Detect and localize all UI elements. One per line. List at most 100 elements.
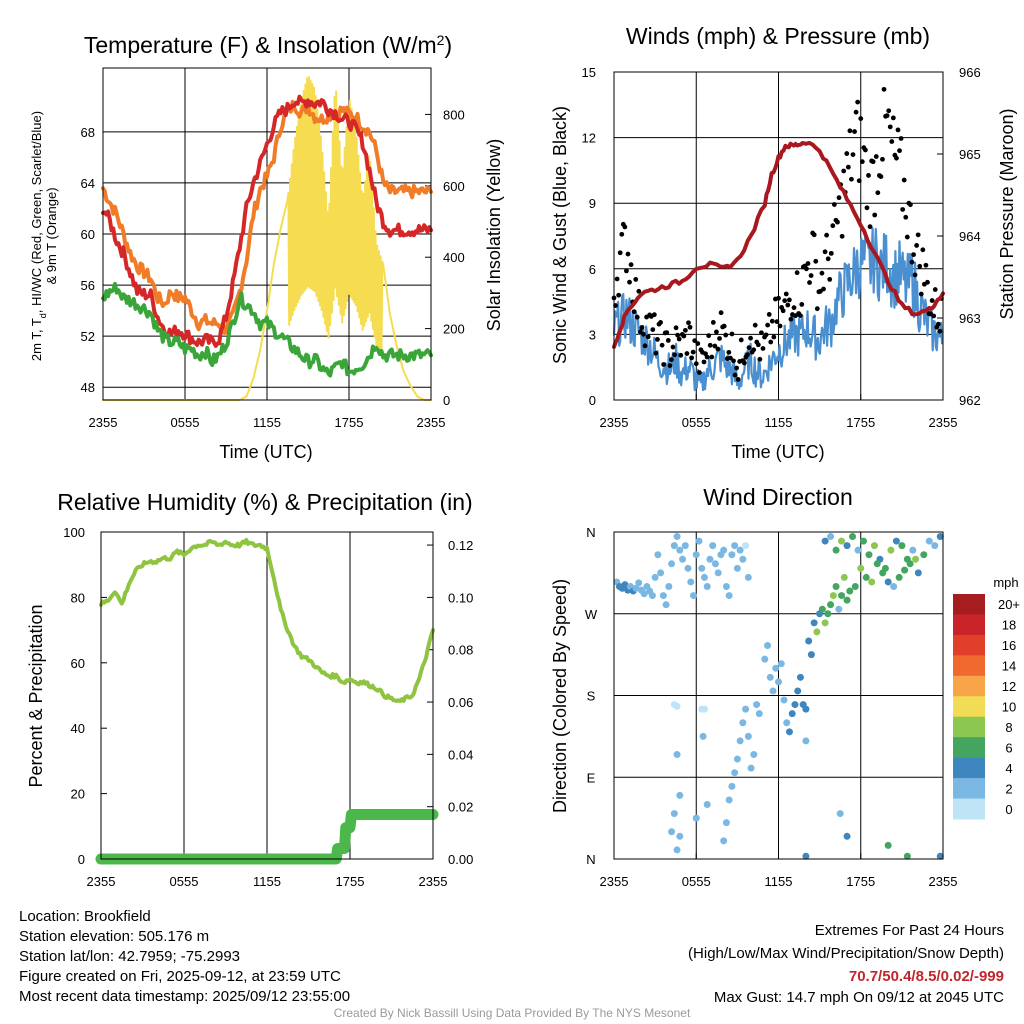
gust-point (675, 332, 681, 338)
gust-point (824, 232, 830, 238)
wind-ytick-label: 6 (589, 262, 596, 277)
gust-point (639, 325, 645, 330)
gust-point (852, 129, 857, 134)
wind-plot-frame (613, 71, 944, 401)
temp-ytick-label: 52 (81, 329, 95, 344)
gust-point (911, 252, 916, 258)
gust-point (670, 344, 676, 350)
gust-point (908, 202, 913, 208)
gust-point (873, 154, 879, 159)
gust-point (858, 116, 864, 121)
direction-point (684, 564, 692, 572)
gust-point (782, 298, 788, 304)
direction-point (791, 701, 799, 709)
direction-point (750, 751, 758, 759)
direction-point (654, 551, 662, 559)
legend-swatch (953, 757, 985, 779)
precip-ytick-label: 0.08 (448, 643, 473, 658)
winds-panel: Winds (mph) & Pressure (mb) 0 3 6 9 12 15 962 9… (550, 23, 1017, 462)
gust-point (738, 337, 744, 343)
direction-point (824, 610, 832, 618)
direction-point (676, 832, 684, 840)
direction-point (651, 573, 659, 581)
direction-point (679, 555, 687, 563)
pressure-ytick-label: 962 (959, 393, 981, 408)
temp-xtick-label: 1155 (253, 415, 281, 430)
gust-point (684, 351, 690, 356)
direction-point (925, 537, 933, 545)
wind-ytick-label: 12 (582, 131, 596, 146)
pressure-ytick-label: 966 (959, 65, 981, 80)
direction-point (673, 846, 681, 854)
legend-label: 0 (1005, 802, 1012, 817)
precip-ytick-label: 0.02 (448, 800, 473, 815)
direction-point (700, 705, 708, 713)
direction-point (887, 546, 895, 554)
rh-xtick-label: 2355 (87, 874, 116, 889)
gust-point (841, 168, 847, 174)
gust-point (900, 207, 906, 212)
wdir-ytick-label: N (586, 525, 595, 540)
max-gust: Max Gust: 14.7 mph On 09/12 at 2045 UTC (713, 989, 1004, 1006)
direction-point (742, 705, 750, 713)
wdir-xtick-label: 1155 (765, 874, 793, 889)
direction-point (857, 564, 865, 572)
gust-point (880, 156, 885, 162)
legend-label: 18 (1002, 618, 1016, 633)
direction-point (807, 651, 815, 659)
direction-point (673, 533, 681, 541)
gust-point (897, 148, 902, 154)
direction-point (785, 728, 793, 736)
speed-legend-title: mph (993, 575, 1018, 590)
gust-point (664, 330, 670, 336)
direction-point (846, 587, 854, 595)
winds-x-axis-label: Time (UTC) (731, 442, 824, 462)
direction-point (884, 578, 892, 586)
gust-point (732, 372, 738, 378)
wind-ytick-label: 15 (582, 65, 596, 80)
direction-point (777, 660, 785, 668)
wind-xtick-label: 2355 (600, 415, 629, 430)
rh-ytick-label: 80 (71, 590, 85, 605)
wind-xtick-label: 1755 (846, 415, 875, 430)
direction-point (870, 542, 878, 550)
direction-point (709, 542, 717, 550)
temperature-x-axis-label: Time (UTC) (219, 442, 312, 462)
gust-point (895, 127, 901, 133)
wind-speed-line (612, 227, 944, 392)
direction-point (662, 601, 670, 609)
gust-point (866, 173, 871, 178)
direction-point (711, 560, 719, 568)
legend-label: 4 (1005, 761, 1012, 776)
direction-point (821, 619, 829, 627)
direction-point (879, 569, 887, 577)
gust-point (788, 316, 794, 322)
gust-point (755, 342, 761, 348)
direction-point (687, 578, 695, 586)
temperature-y-axis-label-line2: & 9m T (Orange) (44, 187, 59, 284)
direction-point (851, 583, 859, 590)
gust-point (701, 359, 707, 365)
gust-point (903, 214, 909, 220)
gust-point (726, 349, 732, 355)
rh-ytick-label: 40 (71, 721, 85, 736)
gust-point (881, 86, 887, 92)
gust-point (872, 212, 878, 218)
gust-point (641, 331, 646, 337)
direction-point (796, 673, 804, 681)
precip-ytick-label: 0.12 (448, 538, 473, 553)
legend-swatch (953, 716, 985, 738)
gust-point (791, 305, 797, 311)
gust-point (645, 334, 651, 340)
gust-point (925, 279, 930, 285)
legend-label: 8 (1005, 720, 1012, 735)
direction-point (835, 605, 843, 613)
gust-point (734, 365, 739, 371)
station-info: Location: Brookfield Station elevation: … (19, 907, 350, 1007)
gust-point (616, 292, 622, 298)
direction-point (843, 542, 851, 550)
direction-point (783, 719, 791, 727)
gust-point (617, 250, 623, 256)
rh-ytick-label: 0 (78, 852, 85, 867)
gust-point (768, 339, 774, 345)
